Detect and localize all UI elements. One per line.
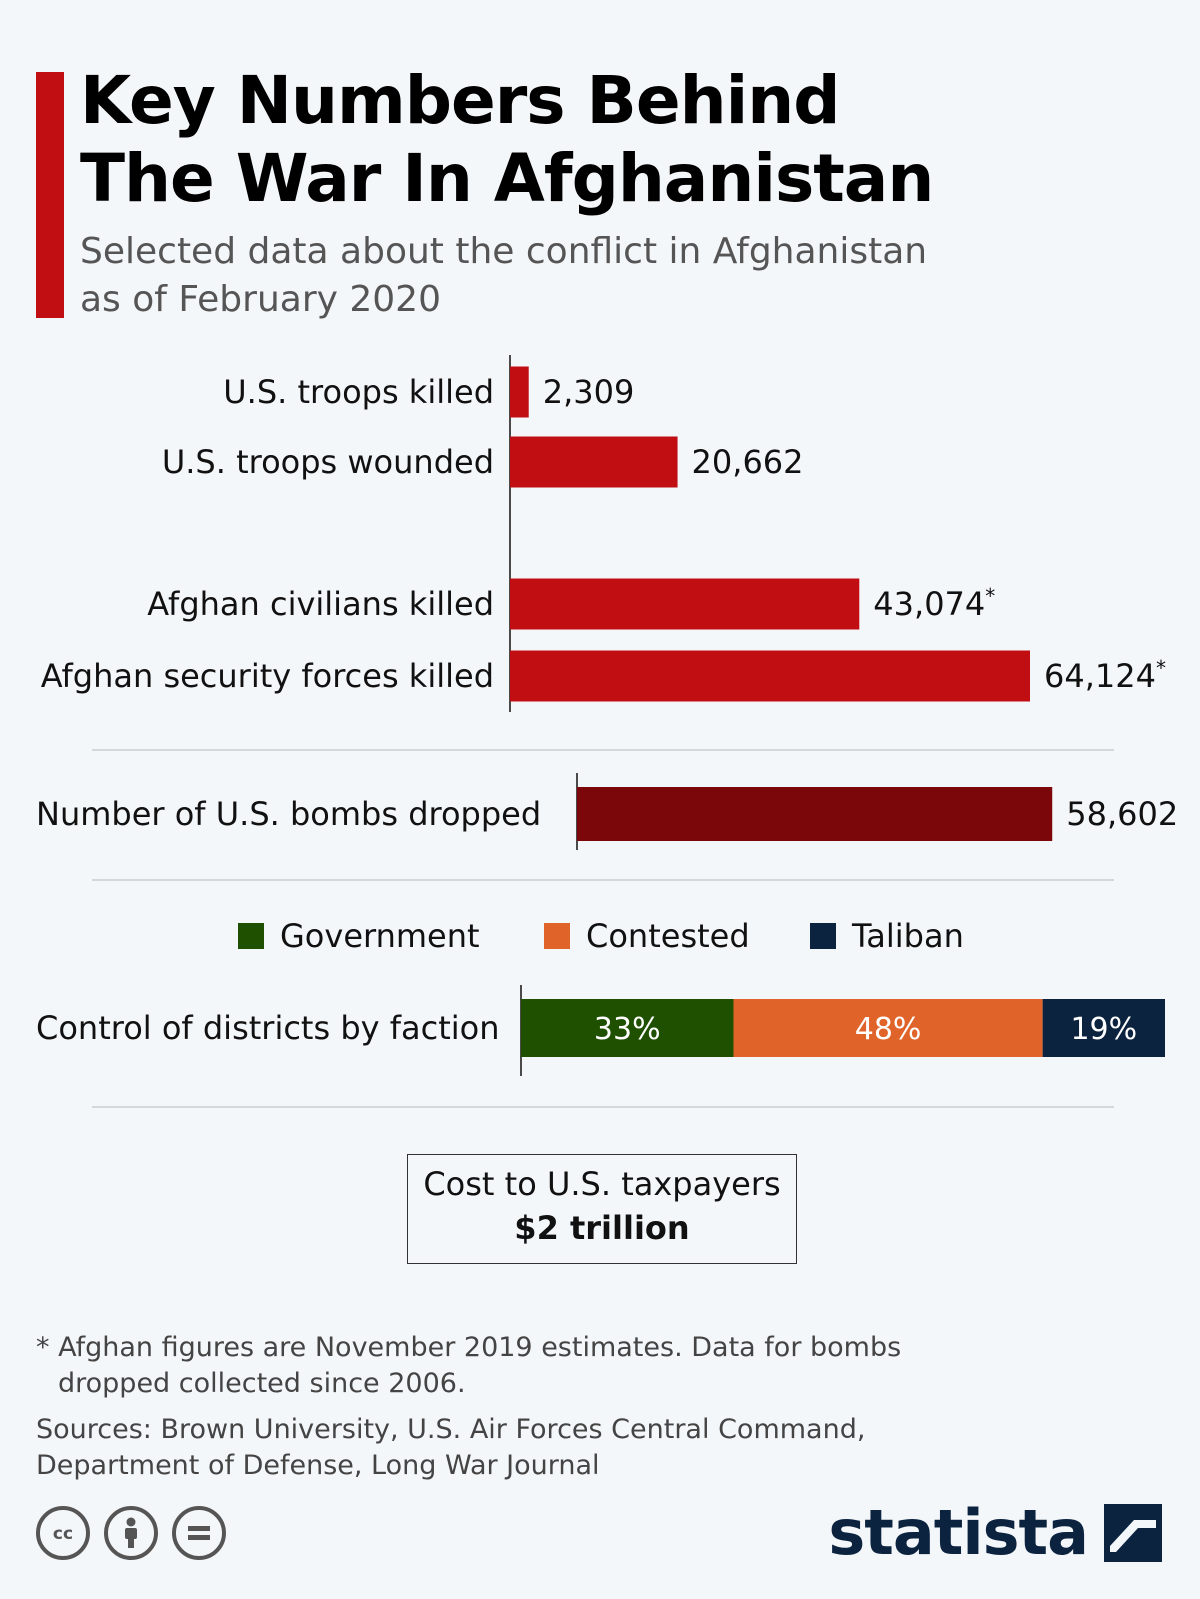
footnote: * Afghan figures are November 2019 estim…: [36, 1330, 1036, 1402]
footnote-asterisk: *: [985, 584, 995, 608]
stacked-segment: [1042, 999, 1165, 1057]
segment-label: 48%: [855, 1012, 922, 1047]
value-label: 20,662: [692, 443, 804, 481]
statista-logo-icon: [1104, 1503, 1162, 1562]
license-icons: cc: [36, 1506, 226, 1560]
category-label: U.S. troops killed: [223, 373, 494, 411]
category-label: Number of U.S. bombs dropped: [36, 795, 541, 833]
svg-text:cc: cc: [53, 1524, 73, 1543]
statista-logo[interactable]: statista: [828, 1496, 1162, 1569]
brand-name: statista: [828, 1496, 1089, 1569]
legend-swatch: [238, 923, 264, 949]
segment-label: 19%: [1070, 1012, 1137, 1047]
legend-swatch: [810, 923, 836, 949]
cost-value: $2 trillion: [514, 1209, 690, 1247]
bar: [510, 578, 860, 630]
cost-label: Cost to U.S. taxpayers: [423, 1165, 781, 1203]
category-label: Afghan security forces killed: [41, 657, 494, 695]
stacked-segment: [733, 999, 1043, 1057]
title-line-1: Key Numbers Behind: [80, 62, 840, 139]
footnote-asterisk: *: [1156, 656, 1166, 680]
legend-label: Taliban: [851, 917, 964, 955]
bar: [510, 366, 529, 418]
sources-line-1: Sources: Brown University, U.S. Air Forc…: [36, 1414, 866, 1445]
page-subtitle: Selected data about the conflict in Afgh…: [80, 228, 1080, 324]
page-title: Key Numbers Behind The War In Afghanista…: [80, 62, 1080, 218]
footnote-line-2: dropped collected since 2006.: [58, 1368, 466, 1399]
legend-swatch: [544, 923, 570, 949]
attribution-icon[interactable]: [104, 1506, 158, 1560]
no-derivatives-icon[interactable]: [172, 1506, 226, 1560]
sources: Sources: Brown University, U.S. Air Forc…: [36, 1412, 1036, 1484]
legend-label: Contested: [586, 917, 750, 955]
stacked-segment: [521, 999, 734, 1057]
segment-label: 33%: [594, 1012, 661, 1047]
value-label: 58,602: [1066, 795, 1178, 833]
category-label: U.S. troops wounded: [162, 443, 494, 481]
title-accent-bar: [36, 72, 64, 318]
bar: [510, 436, 678, 488]
footnote-line-1: * Afghan figures are November 2019 estim…: [36, 1332, 902, 1363]
category-label: Afghan civilians killed: [147, 585, 494, 623]
subtitle-line-2: as of February 2020: [80, 279, 441, 320]
title-line-2: The War In Afghanistan: [80, 140, 934, 217]
legend-label: Government: [280, 917, 480, 955]
subtitle-line-1: Selected data about the conflict in Afgh…: [80, 231, 928, 272]
value-label: 2,309: [543, 373, 635, 411]
category-label: Control of districts by faction: [36, 1009, 500, 1047]
cost-box: Cost to U.S. taxpayers $2 trillion: [407, 1154, 797, 1264]
sources-line-2: Department of Defense, Long War Journal: [36, 1450, 600, 1481]
value-label: 43,074*: [873, 584, 995, 623]
bar: [577, 787, 1053, 841]
value-label: 64,124*: [1044, 656, 1166, 695]
cc-icon[interactable]: cc: [36, 1506, 90, 1560]
bar: [510, 650, 1030, 702]
